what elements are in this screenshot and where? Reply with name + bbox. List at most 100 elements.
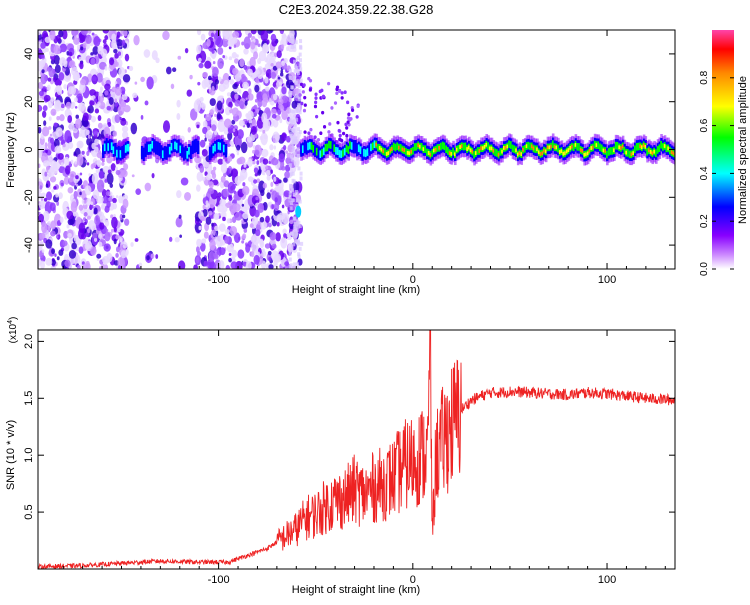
spectrogram-noise-blob: [291, 100, 298, 109]
spectrogram-noise-blob: [42, 160, 50, 167]
spectrogram-noise-blob: [286, 46, 289, 52]
spectrogram-signal-core: [170, 142, 174, 151]
spectrogram-noise-blob: [243, 228, 248, 233]
spectrogram-noise-blob: [117, 265, 122, 269]
spectrogram-signal-core: [495, 149, 499, 157]
spectrogram-signal-tail: [307, 131, 311, 135]
spectrogram-signal-tail: [355, 115, 359, 119]
spectrogram-signal-tail: [298, 93, 302, 97]
spectrogram-signal-core: [413, 143, 417, 151]
spectrogram-signal-peak: [497, 152, 501, 157]
spectrogram-noise-blob: [253, 179, 258, 184]
spectrogram-signal-core: [665, 144, 669, 153]
spectrogram-noise-blob: [259, 135, 263, 141]
spectrogram-noise-blob: [202, 204, 206, 210]
spectrogram-signal-core: [394, 143, 398, 152]
spectrogram-noise-blob: [278, 186, 284, 197]
spectrogram-noise-band: [289, 264, 293, 269]
spectrogram-noise-blob: [278, 212, 286, 220]
spectrogram-noise-blob: [104, 83, 111, 91]
spectrogram-noise-blob: [177, 55, 182, 60]
spectrogram-signal-peak: [520, 152, 524, 157]
spectrogram-noise-blob: [38, 149, 43, 156]
spectrogram-signal-peak: [621, 144, 625, 149]
spectrogram-noise-blob: [275, 61, 282, 69]
spectrogram-signal-core: [658, 144, 662, 153]
spectrogram-noise-blob: [96, 179, 105, 193]
spectrogram-noise-blob: [96, 72, 103, 83]
spectrogram-signal-peak: [532, 146, 536, 151]
spectrogram-noise-blob: [196, 124, 200, 129]
spectrogram-noise-blob: [186, 89, 193, 97]
snr-series-line: [38, 330, 675, 569]
spectrogram-signal-core: [191, 143, 195, 152]
spectrogram-noise-blob: [229, 140, 234, 146]
spectrogram-noise-blob: [211, 222, 214, 227]
spectrogram-noise-blob: [67, 115, 73, 124]
spectrogram-noise-blob: [228, 75, 231, 81]
spectrogram-signal-tail: [327, 81, 331, 86]
spectrogram-noise-blob: [281, 60, 286, 66]
spectrogram-signal-core: [116, 149, 119, 158]
spectrogram-noise-blob: [260, 189, 265, 197]
spectrogram-noise-blob: [264, 76, 269, 84]
spectrogram-signal-peak: [488, 146, 492, 151]
spectrogram-noise-blob: [223, 180, 230, 188]
spectrogram-signal-core: [301, 145, 305, 153]
spectrogram-signal-core: [186, 150, 189, 159]
spectrogram-signal-core: [356, 145, 359, 154]
spectrogram-signal-core: [314, 146, 317, 155]
spectrogram-signal-peak: [480, 146, 483, 151]
spectrogram-noise-blob: [69, 171, 77, 179]
spectrogram-noise-blob: [261, 112, 268, 124]
spectrogram-noise-blob: [234, 99, 241, 107]
spectrogram-signal-core: [578, 143, 581, 151]
spectrogram-noise-blob: [113, 227, 117, 233]
spectrogram-noise-blob: [279, 30, 285, 35]
spectrogram-signal-core: [165, 149, 168, 157]
spectrogram-noise-blob: [121, 90, 125, 95]
spectrogram-noise-blob: [176, 99, 181, 108]
spectrogram-signal-peak: [536, 147, 539, 152]
spectrogram-noise-blob: [205, 113, 212, 122]
spectrogram-signal-peak: [649, 149, 653, 154]
spectrogram-noise-blob: [78, 246, 84, 254]
spectrogram-noise-blob: [53, 122, 58, 127]
spectrogram-noise-blob: [82, 42, 87, 49]
spectrogram-noise-blob: [208, 181, 214, 189]
spectrogram-noise-blob: [180, 177, 189, 186]
colorbar-gradient: [712, 30, 734, 269]
spectrogram-noise-blob: [92, 232, 98, 239]
spectrogram-noise-blob: [89, 89, 97, 97]
spectrogram-noise-blob: [202, 126, 208, 135]
spectrogram-noise-blob: [202, 120, 208, 128]
spectrogram-signal-core: [445, 145, 448, 154]
spectrogram-noise-blob: [41, 69, 45, 74]
spectrogram-signal-core: [352, 142, 356, 151]
spectrogram-noise-blob: [206, 38, 211, 47]
spectrogram-noise-band: [293, 224, 297, 229]
spectrogram-noise-blob: [93, 237, 98, 242]
spectrogram-noise-blob: [259, 238, 264, 246]
spectrogram-noise-band: [296, 224, 300, 229]
spectrogram-signal-tail: [345, 126, 349, 130]
spectrogram-signal-peak: [595, 143, 599, 148]
spectrogram-signal-tail: [321, 110, 325, 115]
spectrogram-signal-tail: [335, 91, 339, 96]
spectrogram-noise-blob: [205, 130, 213, 140]
spectrogram-signal-core: [144, 146, 148, 155]
spectrogram-noise-blob: [105, 191, 111, 196]
spectrogram-signal-peak: [448, 151, 452, 156]
spectrogram-noise-blob: [214, 254, 219, 260]
spectrogram-noise-blob: [238, 89, 242, 94]
spectrogram-signal-peak: [403, 148, 406, 153]
spectrogram-signal-core: [328, 140, 331, 149]
spectrogram-noise-blob: [253, 254, 260, 265]
spectrogram-noise-blob: [220, 163, 228, 174]
spectrogram-noise-blob: [222, 216, 226, 222]
spectrogram-noise-blob: [207, 75, 212, 81]
spectrogram-signal-core: [412, 146, 415, 155]
spectrogram-signal-core: [646, 147, 649, 156]
spectrogram-noise-blob: [268, 264, 274, 269]
spectrogram-noise-blob: [38, 213, 45, 223]
